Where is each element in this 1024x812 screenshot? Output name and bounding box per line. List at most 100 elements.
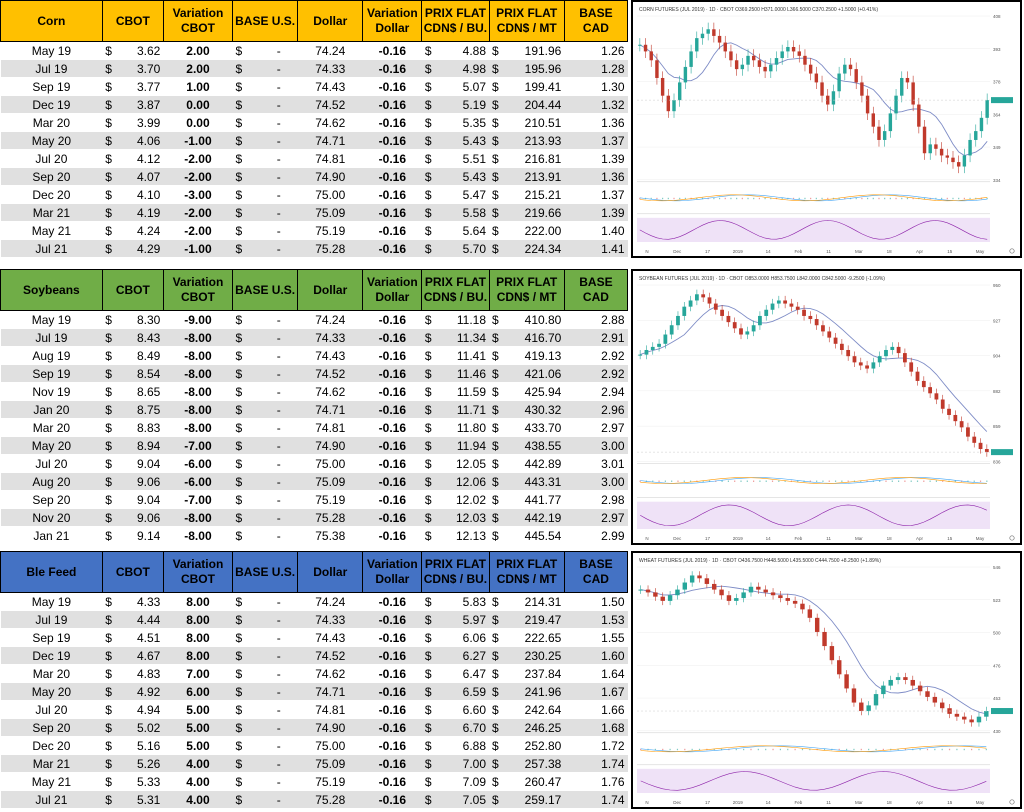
prix-flat-mt-cell-value: 237.84 — [524, 666, 562, 681]
candle-body — [896, 346, 901, 354]
prix-flat-bu-cell-value: 12.06 — [456, 474, 487, 489]
prix-flat-bu-cell-value: 12.13 — [456, 528, 487, 543]
macd-histogram-bar — [958, 197, 960, 200]
variation-dollar-cell-value: -0.16 — [378, 474, 407, 489]
currency-symbol: $ — [424, 402, 432, 417]
candle-body — [740, 64, 745, 70]
base-us-cell: $ - — [232, 346, 298, 365]
futures-chart[interactable]: CORN FUTURES (JUL 2019) · 1D · CBOT O369… — [631, 0, 1022, 258]
variation-dollar-cell-value: -0.16 — [378, 61, 407, 76]
variation-cbot-header-line: CBOT — [180, 290, 215, 304]
variation-cbot-cell-value: -6.00 — [184, 456, 212, 471]
prix-flat-mt-header: PRIX FLAT CDN$ / MT — [488, 551, 565, 593]
base-cad-cell-value: 1.55 — [601, 630, 625, 645]
prix-flat-mt-cell-value: 410.80 — [524, 312, 562, 327]
cbot-cell-value: 8.49 — [136, 348, 161, 363]
macd-histogram-bar — [895, 197, 897, 200]
macd-histogram-bar — [787, 748, 789, 751]
dollar-cell: 74.33 — [297, 328, 363, 347]
prix-flat-bu-cell-value: 5.35 — [462, 115, 487, 130]
price-tick-label: 408 — [993, 14, 1001, 19]
candle-body — [900, 77, 904, 96]
cbot-cell: $9.14 — [102, 526, 164, 545]
macd-histogram-bar — [847, 480, 849, 482]
variation-cbot-cell: -2.00 — [163, 167, 233, 186]
base-cad-cell: 1.30 — [564, 77, 628, 96]
variation-dollar-cell: -0.16 — [362, 131, 422, 150]
candle-body — [859, 702, 864, 712]
variation-cbot-cell-value: -8.00 — [184, 528, 212, 543]
base-us-cell: $ - — [232, 418, 298, 437]
candle-body — [848, 64, 853, 70]
table-row: Sep 20 $5.02 5.00 $ -74.90 -0.16 $6.70 $246.25 1… — [0, 718, 628, 737]
candle-body — [712, 583, 717, 590]
dollar-cell-value: 74.81 — [315, 702, 346, 717]
candle-body — [792, 600, 798, 604]
prix-flat-bu-cell: $11.80 — [421, 418, 490, 437]
dollar-cell-value: 75.09 — [315, 756, 346, 771]
futures-chart[interactable]: SOYBEAN FUTURES (JUL 2019) · 1D · CBOT O… — [631, 269, 1022, 545]
macd-histogram-bar — [771, 480, 774, 482]
cbot-cell-value: 4.51 — [136, 630, 161, 645]
dollar-cell: 74.71 — [297, 400, 363, 419]
table-row: May 19 $8.30 -9.00 $ -74.24 -0.16 $11.18 $410.8… — [0, 310, 628, 329]
candle-body — [638, 354, 643, 356]
variation-dollar-cell: -0.16 — [362, 508, 422, 527]
variation-dollar-cell-value: -0.16 — [378, 756, 407, 771]
base-cad-cell-value: 3.00 — [601, 438, 625, 453]
candle-body — [720, 309, 724, 316]
currency-symbol: $ — [235, 348, 243, 363]
cbot-cell-value: 4.10 — [136, 187, 161, 202]
prix-flat-mt-header-line: PRIX FLAT — [496, 6, 558, 20]
dollar-cell: 74.52 — [297, 95, 363, 114]
cbot-cell-value: 8.54 — [136, 366, 161, 381]
contract-cell-value: Jul 20 — [35, 151, 68, 166]
dollar-header: Dollar — [297, 269, 364, 311]
price-tick-label: 476 — [993, 663, 1001, 668]
base-us-header-line: BASE U.S. — [235, 564, 296, 579]
prix-flat-bu-cell-value: 5.07 — [462, 79, 487, 94]
macd-histogram-bar — [765, 748, 767, 751]
base-cad-cell-value: 1.28 — [601, 61, 625, 76]
prix-flat-mt-cell-value: 438.55 — [524, 438, 562, 453]
macd-histogram-bar — [652, 480, 654, 482]
contract-cell: Sep 19 — [0, 628, 103, 647]
macd-histogram-bar — [954, 480, 956, 482]
macd-histogram-bar — [853, 748, 855, 751]
macd-histogram-bar — [861, 197, 863, 200]
contract-cell-value: May 21 — [31, 774, 72, 789]
macd-histogram-bar — [878, 197, 880, 200]
prix-flat-mt-cell: $199.41 — [489, 77, 565, 96]
futures-chart[interactable]: WHEAT FUTURES (JUL 2019) · 1D · CBOT O43… — [631, 551, 1022, 809]
candle-body — [915, 371, 920, 381]
currency-symbol: $ — [492, 702, 499, 717]
variation-dollar-cell-value: -0.16 — [378, 384, 407, 399]
base-us-value: - — [276, 151, 281, 166]
candle-body — [695, 38, 699, 52]
contract-cell: Jul 19 — [0, 328, 103, 347]
dollar-cell-value: 74.33 — [315, 61, 346, 76]
contract-cell: May 20 — [0, 436, 103, 455]
x-tick-label: Apr — [916, 536, 924, 541]
macd-histogram-bar — [941, 748, 943, 751]
base-cad-cell-value: 1.68 — [601, 720, 625, 735]
currency-symbol: $ — [105, 528, 112, 543]
candle-body — [865, 365, 869, 369]
prix-flat-bu-cell: $11.71 — [421, 400, 490, 419]
prix-flat-bu-cell: $5.47 — [421, 185, 490, 204]
price-tick-label: 349 — [993, 145, 1001, 150]
prix-flat-bu-cell-value: 12.03 — [456, 510, 487, 525]
price-tick-label: 430 — [993, 729, 1001, 734]
currency-symbol: $ — [105, 43, 112, 58]
macd-histogram-bar — [734, 480, 736, 482]
prix-flat-mt-cell: $430.32 — [489, 400, 565, 419]
variation-cbot-header: Variation CBOT — [162, 551, 234, 593]
prix-flat-bu-header-line: CDN$ / BU. — [423, 290, 488, 304]
cbot-header: CBOT — [101, 269, 164, 311]
macd-histogram-bar — [764, 197, 766, 200]
macd-histogram-bar — [683, 480, 685, 482]
prix-flat-mt-cell: $213.93 — [489, 131, 565, 150]
candle-body — [827, 331, 832, 338]
cbot-cell: $8.75 — [102, 400, 164, 419]
candle-body — [763, 589, 768, 593]
